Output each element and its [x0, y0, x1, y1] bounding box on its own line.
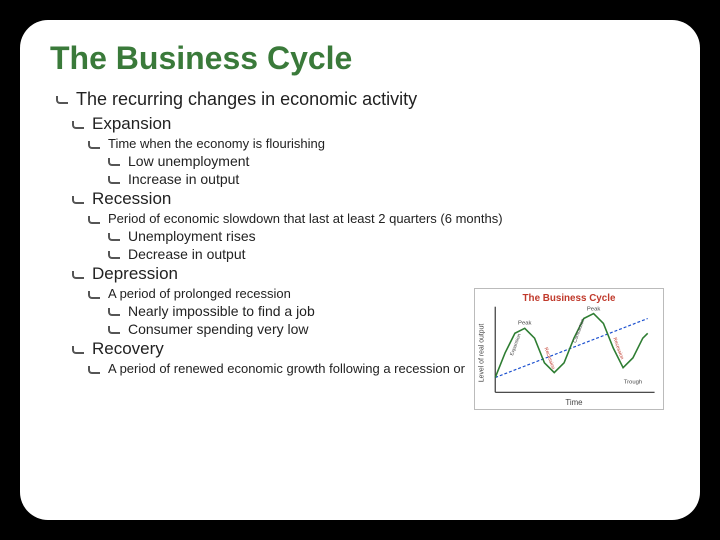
section-expansion-label: Expansion [72, 114, 670, 134]
section-recession-label: Recession [72, 189, 670, 209]
svg-text:Time: Time [565, 398, 583, 407]
recession-desc: Period of economic slowdown that last at… [88, 211, 648, 226]
section-depression-label: Depression [72, 264, 670, 284]
slide: The Business Cycle The recurring changes… [20, 20, 700, 520]
recession-sub-1: Decrease in output [108, 246, 670, 262]
svg-text:Peak: Peak [518, 320, 531, 326]
svg-text:Peak: Peak [587, 307, 600, 313]
expansion-desc: Time when the economy is flourishing [88, 136, 670, 151]
svg-text:Recession: Recession [543, 347, 557, 371]
svg-text:Level of real output: Level of real output [478, 324, 485, 383]
chart-svg: The Business Cycle Level of real output … [475, 289, 663, 409]
svg-text:Trough: Trough [624, 379, 642, 385]
svg-text:The Business Cycle: The Business Cycle [523, 293, 616, 304]
svg-text:Expansion: Expansion [509, 333, 523, 357]
business-cycle-chart: The Business Cycle Level of real output … [474, 288, 664, 410]
intro-text: The recurring changes in economic activi… [56, 89, 670, 110]
recession-sub-0: Unemployment rises [108, 228, 670, 244]
slide-title: The Business Cycle [50, 40, 670, 77]
expansion-sub-0: Low unemployment [108, 153, 670, 169]
expansion-sub-1: Increase in output [108, 171, 670, 187]
svg-text:Contraction: Contraction [572, 318, 586, 344]
